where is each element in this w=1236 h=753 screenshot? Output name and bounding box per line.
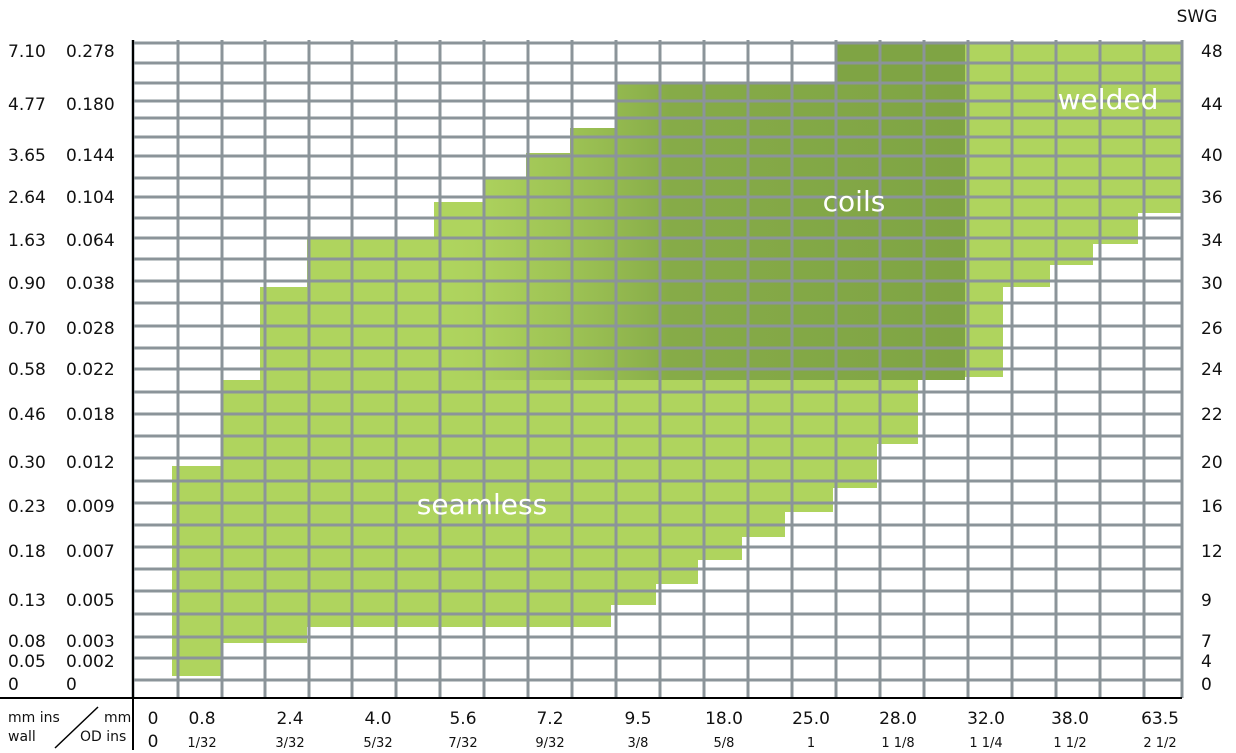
y-tick-label-ins: 0.278 xyxy=(66,42,115,62)
x-tick-label-ins: 3/8 xyxy=(628,736,649,751)
x-tick-labels: 0 0 0.8 1/32 2.4 3/32 4.0 5/32 5.6 7/32 7.2 9/32 9.5… xyxy=(148,709,1179,752)
y-tick-label-ins: 0.012 xyxy=(66,453,115,473)
y-tick-label-ins: 0.005 xyxy=(66,591,115,611)
y-tick-label-swg: 22 xyxy=(1201,405,1223,425)
y-tick-label-mm: 0.30 xyxy=(8,453,46,473)
y-tick-label-mm: 0.05 xyxy=(8,652,46,672)
x-tick-label-ins: 2 1/2 xyxy=(1143,736,1176,751)
y-tick-label-mm: 1.63 xyxy=(8,231,46,251)
y-tick-label-ins: 0.003 xyxy=(66,632,115,652)
x-tick-label-mm: 9.5 xyxy=(624,709,651,729)
y-tick-label-ins: 0.002 xyxy=(66,652,115,672)
x-tick-label-ins: 0 xyxy=(148,732,159,752)
right-axis-title: SWG xyxy=(1177,7,1218,27)
corner-label-mm-ins: mm ins xyxy=(8,710,60,726)
coils-region xyxy=(430,44,965,380)
y-tick-label-swg: 48 xyxy=(1201,42,1223,62)
x-tick-label-ins: 7/32 xyxy=(448,736,477,751)
x-tick-label-ins: 3/32 xyxy=(275,736,304,751)
y-tick-label-mm: 0.08 xyxy=(8,632,46,652)
x-tick-label-mm: 38.0 xyxy=(1051,709,1089,729)
y-tick-label-ins: 0.007 xyxy=(66,542,115,562)
y-tick-label-swg: 12 xyxy=(1201,542,1223,562)
y-tick-label-mm: 4.77 xyxy=(8,95,46,115)
y-tick-label-swg: 9 xyxy=(1201,591,1212,611)
x-tick-label-mm: 25.0 xyxy=(792,709,830,729)
x-tick-label-mm: 18.0 xyxy=(705,709,743,729)
y-tick-label-mm: 0.23 xyxy=(8,497,46,517)
y-tick-label-mm: 0.70 xyxy=(8,319,46,339)
x-tick-label-ins: 1 1/2 xyxy=(1053,736,1086,751)
y-tick-label-mm: 7.10 xyxy=(8,42,46,62)
y-tick-label-mm: 0 xyxy=(8,675,19,695)
axes xyxy=(0,40,1182,750)
y-tick-label-mm: 0.58 xyxy=(8,360,46,380)
region-label-seamless: seamless xyxy=(417,488,547,521)
x-tick-label-mm: 28.0 xyxy=(879,709,917,729)
y-tick-label-ins: 0.180 xyxy=(66,95,115,115)
x-tick-label-ins: 1/32 xyxy=(187,736,216,751)
y-tick-label-swg: 24 xyxy=(1201,360,1223,380)
regions xyxy=(172,44,1182,676)
y-tick-label-swg: 36 xyxy=(1201,188,1223,208)
corner-diagonal xyxy=(54,706,99,749)
x-tick-label-ins: 5/32 xyxy=(363,736,392,751)
x-tick-label-mm: 2.4 xyxy=(276,709,303,729)
x-tick-label-mm: 4.0 xyxy=(364,709,391,729)
y-tick-label-swg: 34 xyxy=(1201,231,1223,251)
x-tick-label-mm: 0 xyxy=(148,709,159,729)
y-tick-label-swg: 7 xyxy=(1201,632,1212,652)
region-label-coils: coils xyxy=(823,185,886,218)
y-tick-labels: 7.10 0.278 484.77 0.180 443.65 0.144 402.64 0.1… xyxy=(8,42,1223,695)
y-tick-label-ins: 0.038 xyxy=(66,274,115,294)
x-tick-label-ins: 1 xyxy=(807,736,815,751)
y-tick-label-swg: 4 xyxy=(1201,652,1212,672)
y-tick-label-ins: 0.018 xyxy=(66,405,115,425)
y-tick-label-swg: 0 xyxy=(1201,675,1212,695)
corner-label-od-ins: OD ins xyxy=(80,729,126,745)
y-tick-label-swg: 26 xyxy=(1201,319,1223,339)
x-tick-label-mm: 32.0 xyxy=(967,709,1005,729)
grid xyxy=(131,40,1184,698)
y-tick-label-mm: 0.13 xyxy=(8,591,46,611)
x-tick-label-ins: 5/8 xyxy=(714,736,735,751)
x-tick-label-mm: 7.2 xyxy=(536,709,563,729)
y-tick-label-swg: 20 xyxy=(1201,453,1223,473)
y-tick-label-mm: 0.46 xyxy=(8,405,46,425)
y-tick-label-swg: 30 xyxy=(1201,274,1223,294)
corner-label-wall: wall xyxy=(8,729,36,745)
y-tick-label-ins: 0.022 xyxy=(66,360,115,380)
y-tick-label-mm: 0.18 xyxy=(8,542,46,562)
y-tick-label-ins: 0.064 xyxy=(66,231,115,251)
y-tick-label-ins: 0.028 xyxy=(66,319,115,339)
y-tick-label-ins: 0.009 xyxy=(66,497,115,517)
x-tick-label-ins: 9/32 xyxy=(535,736,564,751)
y-tick-label-swg: 44 xyxy=(1201,95,1223,115)
x-tick-label-mm: 0.8 xyxy=(188,709,215,729)
y-tick-label-ins: 0.104 xyxy=(66,188,115,208)
y-tick-label-mm: 3.65 xyxy=(8,146,46,166)
y-tick-label-swg: 40 xyxy=(1201,146,1223,166)
y-tick-label-ins: 0 xyxy=(66,675,77,695)
region-label-welded: welded xyxy=(1058,83,1159,116)
y-tick-label-mm: 0.90 xyxy=(8,274,46,294)
x-tick-label-mm: 5.6 xyxy=(449,709,476,729)
welded-region xyxy=(965,44,1182,377)
corner-label-mm: mm xyxy=(104,710,131,726)
y-tick-label-swg: 16 xyxy=(1201,497,1223,517)
y-tick-label-ins: 0.144 xyxy=(66,146,115,166)
x-tick-label-ins: 1 1/4 xyxy=(969,736,1002,751)
x-tick-label-ins: 1 1/8 xyxy=(881,736,914,751)
y-tick-label-mm: 2.64 xyxy=(8,188,46,208)
x-tick-label-mm: 63.5 xyxy=(1141,709,1179,729)
